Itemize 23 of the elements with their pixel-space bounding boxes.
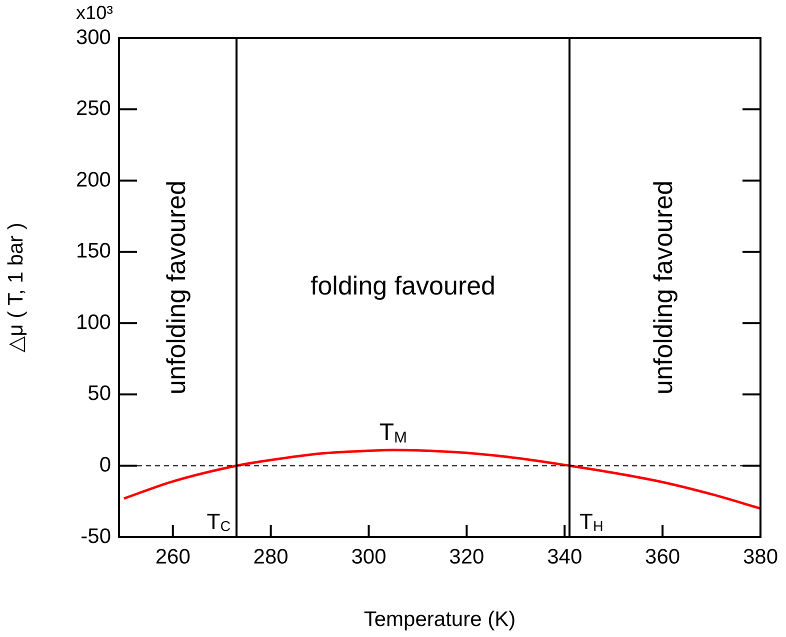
y-tick-label: 0	[99, 454, 111, 477]
x-tick-label: 360	[645, 545, 680, 568]
y-tick-label: 100	[76, 310, 111, 334]
x-tick-label: 280	[253, 545, 288, 568]
x-tick-label: 260	[155, 545, 190, 568]
annotation: unfolding favoured	[160, 180, 191, 394]
x-tick-label: 380	[742, 545, 778, 568]
y-axis-title: △μ ( T, 1 bar )	[4, 222, 28, 352]
y-tick-label: 50	[88, 382, 111, 406]
line-series	[122, 448, 760, 510]
x-tick-label: 300	[351, 545, 386, 568]
x-axis-title: Temperature (K)	[364, 608, 516, 632]
annotation: TM	[379, 419, 408, 446]
text: x10³	[76, 3, 113, 24]
x-tick-label: 320	[449, 545, 484, 568]
y-tick-label: 200	[76, 168, 111, 192]
annotation: folding favoured	[310, 270, 496, 301]
y-tick-label: 250	[76, 97, 111, 120]
y-tick-label: -50	[80, 524, 111, 548]
annotation: unfolding favoured	[648, 180, 678, 394]
y-tick-label: 300	[76, 26, 111, 49]
x-tick-label: 340	[547, 545, 582, 568]
y-tick-label: 150	[76, 240, 111, 263]
